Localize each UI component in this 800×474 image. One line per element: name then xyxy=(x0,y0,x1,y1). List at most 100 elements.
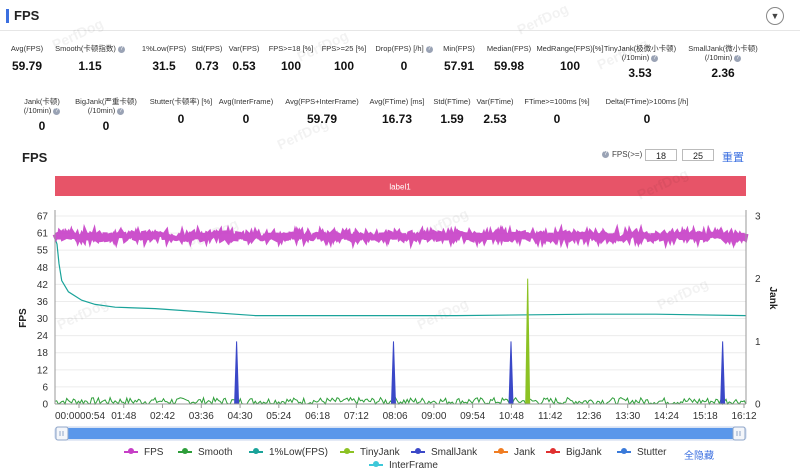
stat-label: FTime>=100ms [%] xyxy=(524,97,590,106)
legend-label: SmallJank xyxy=(431,447,478,458)
help-icon[interactable]: ? xyxy=(651,54,659,62)
stat-value: 1.15 xyxy=(78,59,102,73)
legend-item-bigjank[interactable]: BigJank xyxy=(546,447,602,458)
stat-stats_row2-4: Avg(FPS+InterFrame) 59.79 xyxy=(272,97,372,126)
legend-label: Smooth xyxy=(198,447,233,458)
stat-stats_row1-4: Var(FPS) 0.53 xyxy=(194,44,294,73)
x-tick-label: 13:30 xyxy=(615,411,640,422)
stat-stats_row1-11: TinyJank(极微小卡顿) (/10min)? 3.53 xyxy=(590,44,690,80)
series-smalljank-spike xyxy=(508,341,514,405)
x-tick-label: 04:30 xyxy=(228,411,253,422)
stat-value: 0.73 xyxy=(195,59,219,73)
legend-item-smalljank[interactable]: SmallJank xyxy=(411,447,477,458)
stat-label: Var(FPS) xyxy=(228,44,260,53)
stat-stats_row2-6: Std(FTime) 1.59 xyxy=(402,97,502,126)
legend-item-stutter[interactable]: Stutter xyxy=(617,447,666,458)
x-tick-label: 06:18 xyxy=(305,411,330,422)
y-tick-label: 55 xyxy=(37,246,49,257)
threshold-label: FPS(>=) xyxy=(612,150,643,159)
stat-stats_row2-2: Stutter(卡顿率) [%] 0 xyxy=(131,97,231,126)
x-tick-label: 08:06 xyxy=(383,411,408,422)
stat-value: 0.53 xyxy=(232,59,256,73)
y-tick-label: 18 xyxy=(37,348,49,359)
y-tick-label: 36 xyxy=(37,297,49,308)
stat-label: Delta(FTime)>100ms [/h] xyxy=(605,97,689,106)
x-tick-label: 00:0000:54 xyxy=(55,411,105,422)
stat-value: 31.5 xyxy=(152,59,176,73)
scrollbar-handle-left[interactable] xyxy=(55,426,69,441)
legend-item-smooth[interactable]: Smooth xyxy=(178,447,232,458)
y-tick-label: 42 xyxy=(37,280,49,291)
threshold-input-2[interactable]: 25 xyxy=(682,149,714,161)
stat-stats_row2-1: BigJank(严重卡顿) (/10min)? 0 xyxy=(56,97,156,133)
stat-label: Jank(卡顿) (/10min)? xyxy=(23,97,61,115)
x-tick-label: 07:12 xyxy=(344,411,369,422)
help-icon[interactable]: ? xyxy=(117,45,125,53)
stat-stats_row2-0: Jank(卡顿) (/10min)? 0 xyxy=(0,97,92,133)
legend-label: InterFrame xyxy=(389,460,438,471)
stat-label: Median(FPS) xyxy=(486,44,532,53)
scrollbar-handle-right[interactable] xyxy=(732,426,746,441)
legend-item-1-low-fps-[interactable]: 1%Low(FPS) xyxy=(249,447,328,458)
stat-label: Smooth(卡顿指数)? xyxy=(55,44,125,53)
help-icon[interactable]: ? xyxy=(117,107,125,115)
legend-item-tinyjank[interactable]: TinyJank xyxy=(340,447,400,458)
stat-value: 57.91 xyxy=(443,59,475,73)
stat-stats_row2-8: FTime>=100ms [%] 0 xyxy=(507,97,607,126)
stat-label: Avg(FPS) xyxy=(10,44,44,53)
stat-value: 16.73 xyxy=(381,112,413,126)
legend-item-jank[interactable]: Jank xyxy=(494,447,535,458)
help-icon[interactable]: ? xyxy=(53,107,61,115)
stat-label: Avg(FPS+InterFrame) xyxy=(285,97,359,106)
legend-swatch-icon xyxy=(494,448,508,455)
label-band xyxy=(55,176,746,196)
series-smalljank-spike xyxy=(234,341,240,405)
y-right-tick-label: 0 xyxy=(755,400,761,411)
x-tick-label: 02:42 xyxy=(150,411,175,422)
stat-value: 59.79 xyxy=(306,112,338,126)
legend-swatch-icon xyxy=(249,448,263,455)
x-tick-label: 16:12 xyxy=(731,411,756,422)
stat-label: TinyJank(极微小卡顿) (/10min)? xyxy=(603,44,677,62)
stat-label: 1%Low(FPS) xyxy=(141,44,187,53)
watermark: PerfDog xyxy=(275,115,331,153)
series-smalljank-spike xyxy=(720,341,726,405)
y-tick-label: 0 xyxy=(42,400,48,411)
chevron-down-icon[interactable]: ▼ xyxy=(766,7,784,25)
y-right-tick-label: 1 xyxy=(755,337,761,348)
help-icon[interactable]: ? xyxy=(602,151,609,159)
stat-value: 100 xyxy=(280,59,302,73)
x-tick-label: 12:36 xyxy=(576,411,601,422)
hide-all-button[interactable]: 全隐藏 xyxy=(684,451,714,462)
legend-label: 1%Low(FPS) xyxy=(269,447,328,458)
legend-swatch-icon xyxy=(124,448,138,455)
stat-value: 1.59 xyxy=(440,112,464,126)
stat-label: Std(FTime) xyxy=(433,97,471,106)
reset-button[interactable]: 重置 xyxy=(722,152,744,164)
legend-swatch-icon xyxy=(369,461,383,468)
stat-value: 2.53 xyxy=(483,112,507,126)
y-tick-label: 24 xyxy=(37,331,49,342)
legend-label: BigJank xyxy=(566,447,602,458)
x-tick-label: 03:36 xyxy=(189,411,214,422)
chart-title: FPS xyxy=(22,150,48,165)
x-tick-label: 09:54 xyxy=(460,411,485,422)
legend-item-fps[interactable]: FPS xyxy=(124,447,163,458)
help-icon[interactable]: ? xyxy=(425,45,433,53)
stat-value: 100 xyxy=(559,59,581,73)
help-icon[interactable]: ? xyxy=(734,54,742,62)
legend-item-interframe[interactable]: InterFrame xyxy=(369,460,438,471)
panel-header: FPS ▼ xyxy=(0,0,800,30)
watermark: PerfDog xyxy=(515,0,571,38)
scrollbar-range[interactable] xyxy=(62,428,739,439)
stat-stats_row2-7: Var(FTime) 2.53 xyxy=(445,97,545,126)
stat-stats_row1-0: Avg(FPS) 59.79 xyxy=(0,44,77,73)
stat-label: Stutter(卡顿率) [%] xyxy=(149,97,213,106)
y-right-tick-label: 2 xyxy=(755,274,761,285)
stat-label: Std(FPS) xyxy=(191,44,223,53)
stat-value: 59.98 xyxy=(493,59,525,73)
threshold-input-1[interactable]: 18 xyxy=(645,149,677,161)
legend-swatch-icon xyxy=(411,448,425,455)
stat-stats_row1-12: SmallJank(微小卡顿) (/10min)? 2.36 xyxy=(673,44,773,80)
x-tick-label: 14:24 xyxy=(654,411,679,422)
